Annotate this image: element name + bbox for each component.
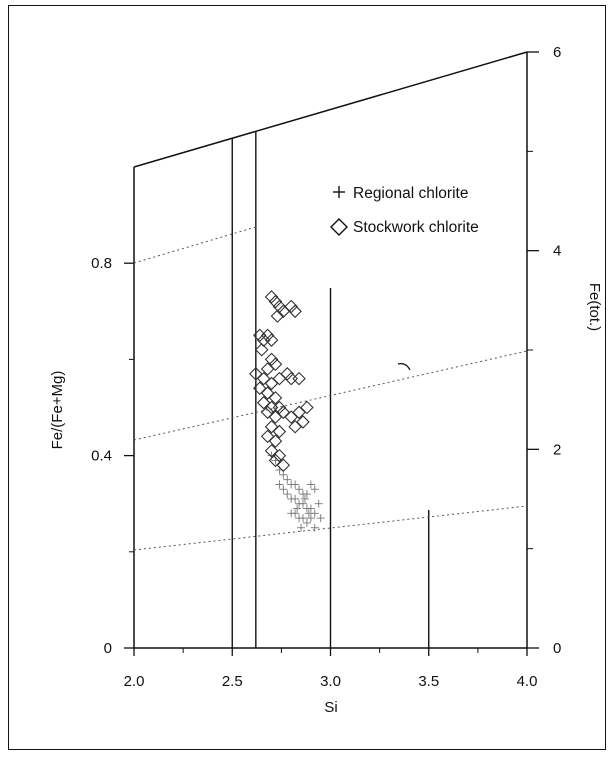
stockwork-chlorite-point [268, 391, 283, 405]
regional-chlorite-point [302, 490, 311, 499]
regional-chlorite-point [291, 480, 300, 489]
regional-chlorite-point [310, 485, 319, 494]
regional-chlorite-point [306, 504, 315, 513]
stockwork-chlorite-point [300, 400, 314, 415]
data-points [249, 290, 325, 532]
dotted-iso-line-1 [133, 350, 528, 441]
y-axis-left-label: Fe/(Fe+Mg) [49, 371, 66, 450]
regional-chlorite-point [275, 480, 284, 489]
stockwork-chlorite-point [254, 343, 269, 357]
dotted-iso-line-0 [133, 226, 256, 264]
x-axis-label: Si [324, 699, 337, 716]
regional-chlorite-point [293, 504, 302, 513]
stockwork-chlorite-point [272, 371, 287, 386]
stockwork-chlorite-point [276, 405, 291, 420]
stockwork-chlorite-point [292, 371, 306, 386]
x-tick-label-3: 3.5 [418, 673, 439, 690]
regional-chlorite-point [300, 494, 309, 503]
regional-chlorite-point [297, 523, 306, 532]
regional-chlorite-point [304, 509, 313, 518]
y-axis-right-label: Fe(tot.) [586, 283, 603, 331]
stockwork-chlorite-point [264, 400, 279, 415]
regional-chlorite-point [287, 509, 296, 518]
y-right-tick-label-2: 4 [553, 243, 561, 260]
regional-chlorite-point [310, 523, 319, 532]
stockwork-chlorite-point [264, 333, 279, 347]
regional-chlorite-point [279, 470, 288, 479]
regional-chlorite-point [306, 514, 315, 523]
x-tick-label-0: 2.0 [124, 673, 145, 690]
y-right-tick-label-0: 0 [553, 640, 561, 657]
stockwork-chlorite-point [272, 448, 287, 463]
stockwork-chlorite-point [272, 299, 287, 314]
legend: Regional chlorite Stockwork chlorite [330, 185, 479, 236]
stockwork-chlorite-point [268, 357, 283, 371]
stockwork-chlorite-point [270, 309, 285, 323]
y-right-tick-label-3: 6 [553, 44, 561, 61]
regional-chlorite-point [306, 480, 315, 489]
stockwork-chlorite-point [260, 328, 275, 343]
stockwork-chlorite-point [280, 367, 295, 381]
legend-diamond-icon [330, 218, 348, 236]
x-tick-label-4: 4.0 [517, 673, 538, 690]
regional-chlorite-point [295, 485, 304, 494]
stockwork-chlorite-point [284, 371, 298, 386]
stockwork-chlorite-point [288, 304, 302, 319]
legend-label-stockwork: Stockwork chlorite [353, 219, 479, 236]
chart-lines [133, 51, 528, 649]
dotted-iso-line-2 [133, 505, 528, 551]
y-left-tick-label-0: 0 [104, 640, 112, 657]
top-sloped-line [133, 51, 528, 168]
stockwork-chlorite-point [264, 290, 279, 304]
legend-plus-icon [333, 186, 345, 198]
regional-chlorite-point [298, 514, 307, 523]
regional-chlorite-point [314, 499, 323, 508]
regional-chlorite-point [291, 494, 300, 503]
regional-chlorite-point [298, 499, 307, 508]
regional-chlorite-point [283, 475, 292, 484]
regional-chlorite-point [302, 518, 311, 527]
x-tick-label-1: 2.5 [222, 673, 243, 690]
stockwork-chlorite-point [256, 333, 271, 347]
stockwork-chlorite-point [268, 453, 283, 468]
stockwork-chlorite-point [268, 294, 283, 309]
regional-chlorite-point [316, 514, 325, 523]
curl-annotation [397, 363, 411, 371]
y-right-tick-label-1: 2 [553, 441, 561, 458]
stockwork-chlorite-point [260, 362, 275, 376]
stockwork-chlorite-point [288, 419, 302, 434]
regional-chlorite-point [279, 485, 288, 494]
x-tick-label-2: 3.0 [320, 673, 341, 690]
stockwork-chlorite-point [284, 299, 298, 314]
y-left-tick-label-1: 0.4 [91, 448, 112, 465]
stockwork-chlorite-point [268, 434, 283, 448]
regional-chlorite-point [283, 490, 292, 499]
y-left-tick-label-2: 0.8 [91, 255, 112, 272]
stockwork-chlorite-point [272, 424, 287, 439]
figure-frame [8, 5, 606, 750]
legend-label-regional: Regional chlorite [353, 185, 468, 202]
axis-ticks: 2.0 2.5 3.0 3.5 4.0 0 0.4 0.8 0 2 4 6 [91, 44, 561, 690]
